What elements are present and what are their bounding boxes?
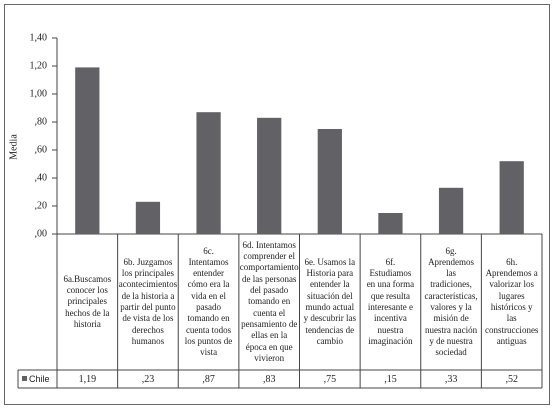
frame — [4, 4, 550, 405]
category-label: 6b. Juzgamos los principales acontecimie… — [118, 256, 178, 346]
value-label: ,75 — [324, 374, 337, 385]
category-label: 6g. Aprendemos las tradiciones, caracter… — [424, 245, 478, 358]
value-label: ,87 — [202, 374, 215, 385]
value-label: ,33 — [445, 374, 458, 385]
y-tick-label: 1,20 — [30, 60, 48, 71]
y-tick-label: ,20 — [35, 200, 48, 211]
y-tick-label: ,40 — [35, 172, 48, 183]
legend-label: Chile — [29, 374, 50, 384]
value-label: ,23 — [142, 374, 155, 385]
value-label: ,52 — [505, 374, 518, 385]
y-tick-label: ,80 — [35, 116, 48, 127]
bar — [257, 117, 282, 234]
bar — [196, 112, 221, 234]
category-label: 6h. Aprendemos a valorizar los lugares h… — [484, 256, 539, 346]
value-label: ,15 — [384, 374, 397, 385]
category-label: 6e. Usamos la Historia para entender la … — [303, 256, 357, 346]
y-tick-label: 1,40 — [30, 32, 48, 43]
bar — [317, 129, 342, 234]
bar — [378, 213, 403, 234]
category-label: 6a.Buscamos conocer los principales hech… — [63, 273, 112, 329]
bar — [135, 201, 161, 234]
y-tick-label: ,60 — [35, 144, 48, 155]
y-tick-label: ,00 — [35, 228, 48, 239]
bar — [75, 67, 100, 235]
bar — [438, 187, 464, 234]
bar — [499, 161, 524, 234]
category-label: 6d. Intentamos comprender el comportamie… — [239, 239, 299, 363]
category-label: 6f. Estudiamos en una forma que resulta … — [366, 256, 415, 346]
value-label: 1,19 — [79, 374, 97, 385]
y-axis-label: Media — [8, 134, 19, 160]
legend-marker — [22, 376, 27, 381]
y-tick-label: 1,00 — [30, 88, 48, 99]
value-label: ,83 — [263, 374, 276, 385]
category-label: 6c. Intentamos entender cómo era la vida… — [184, 245, 233, 358]
